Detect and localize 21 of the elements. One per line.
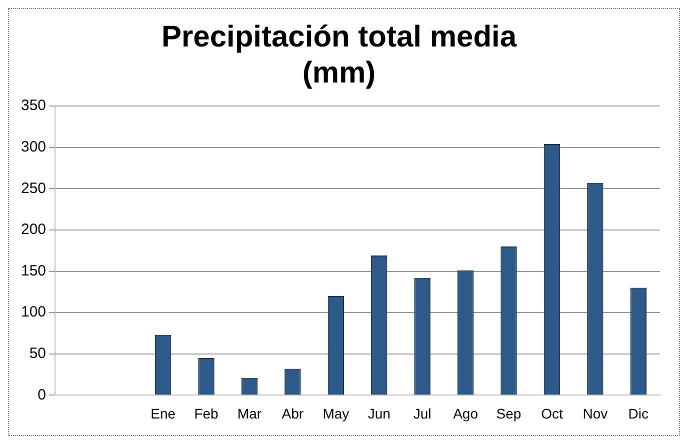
x-tick-label: Jul [413, 405, 432, 422]
y-tick-label: 50 [29, 345, 46, 362]
x-tick-label: Jun [368, 405, 390, 422]
x-tick-label: Abr [282, 405, 304, 422]
x-tick-label: Ago [453, 405, 478, 422]
x-tick-label: Feb [194, 405, 219, 422]
y-tick-label: 350 [20, 97, 46, 114]
x-tick-label: Ene [150, 405, 176, 422]
y-tick-label: 250 [20, 180, 46, 197]
x-tick-label: Dic [628, 405, 649, 422]
y-tick-label: 200 [20, 221, 46, 238]
x-tick-label: Nov [582, 405, 608, 422]
y-tick-label: 150 [20, 262, 46, 280]
y-tick-label: 300 [20, 138, 46, 156]
chart-title: Precipitación total media (mm) [161, 20, 517, 90]
x-tick-label: Sep [496, 405, 522, 422]
x-tick-label: Mar [237, 405, 262, 422]
x-tick-label: May [322, 405, 350, 422]
x-tick-label: Oct [541, 405, 563, 422]
y-tick-label: 100 [20, 304, 46, 321]
y-tick-label: 0 [38, 386, 46, 404]
